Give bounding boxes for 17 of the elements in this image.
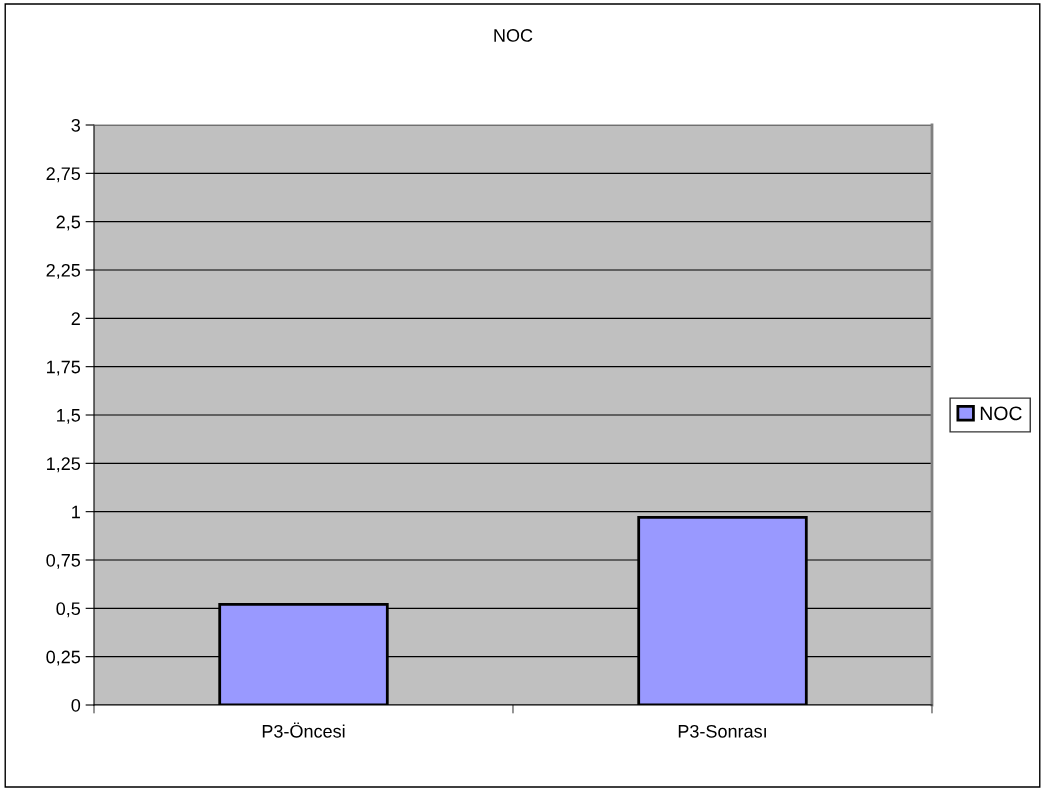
y-tick-label: 3: [71, 118, 81, 132]
x-tick-label: P3-Öncesi: [262, 722, 345, 738]
y-tick-label: 0,25: [46, 650, 81, 666]
y-tick-label: 1,25: [47, 457, 81, 473]
y-tick-label: 0,5: [56, 602, 81, 618]
y-tick-label: 1,5: [57, 409, 81, 424]
y-tick-label: 1: [72, 505, 80, 519]
y-tick-label: 2: [71, 312, 80, 325]
legend-label: NOC: [980, 406, 1022, 421]
y-tick-label: 1,75: [47, 360, 81, 376]
y-tick-label: 0: [71, 698, 81, 712]
y-tick-label: 2,25: [46, 263, 81, 279]
y-tick-label: 0,75: [46, 553, 81, 569]
y-tick-label: 2,75: [46, 167, 81, 183]
x-tick-label: P3-Sonrası: [678, 724, 766, 738]
chart-title: NOC: [494, 29, 533, 42]
y-tick-label: 2,5: [56, 215, 81, 231]
